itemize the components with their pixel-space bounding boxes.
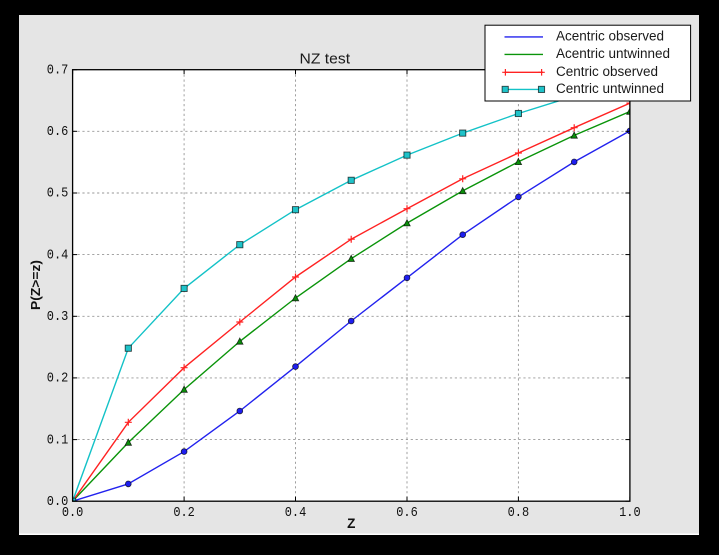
svg-text:P(Z>=z): P(Z>=z) [29, 260, 43, 310]
svg-text:0.0: 0.0 [47, 494, 69, 510]
svg-text:Acentric observed: Acentric observed [556, 29, 664, 44]
svg-text:Centric untwinned: Centric untwinned [556, 81, 664, 96]
svg-text:0.8: 0.8 [508, 505, 530, 521]
svg-text:0.4: 0.4 [285, 505, 307, 521]
svg-text:0.2: 0.2 [47, 371, 69, 387]
svg-text:0.0: 0.0 [62, 505, 84, 521]
svg-text:0.6: 0.6 [47, 124, 69, 140]
svg-text:0.4: 0.4 [47, 247, 69, 263]
svg-text:NZ test: NZ test [300, 51, 351, 68]
svg-text:0.5: 0.5 [47, 186, 69, 202]
svg-text:0.1: 0.1 [47, 432, 69, 448]
svg-text:Acentric untwinned: Acentric untwinned [556, 46, 670, 61]
svg-text:Z: Z [347, 516, 355, 531]
svg-text:Centric observed: Centric observed [556, 64, 658, 79]
svg-text:0.7: 0.7 [47, 62, 69, 78]
svg-text:0.3: 0.3 [47, 309, 69, 325]
svg-text:1.0: 1.0 [619, 505, 641, 521]
svg-text:0.2: 0.2 [173, 505, 195, 521]
svg-text:0.6: 0.6 [396, 505, 418, 521]
